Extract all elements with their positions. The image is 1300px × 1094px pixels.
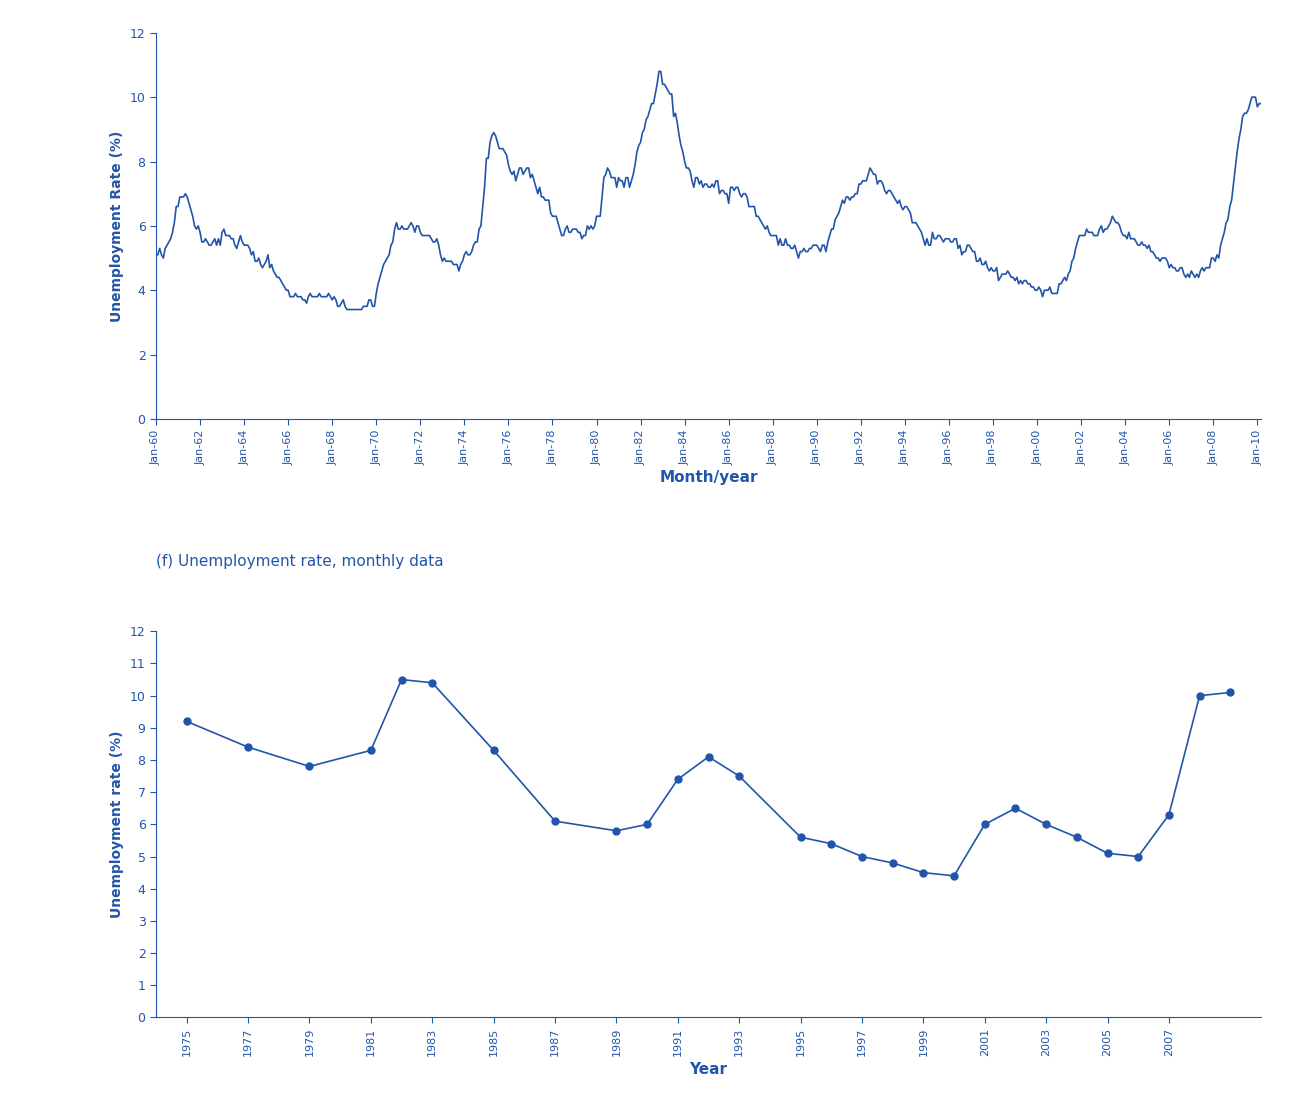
Y-axis label: Unemployment Rate (%): Unemployment Rate (%): [111, 130, 125, 322]
Text: (f) Unemployment rate, monthly data: (f) Unemployment rate, monthly data: [156, 554, 443, 569]
X-axis label: Month/year: Month/year: [659, 470, 758, 486]
Y-axis label: Unemployment rate (%): Unemployment rate (%): [111, 731, 125, 918]
X-axis label: Year: Year: [689, 1062, 728, 1076]
